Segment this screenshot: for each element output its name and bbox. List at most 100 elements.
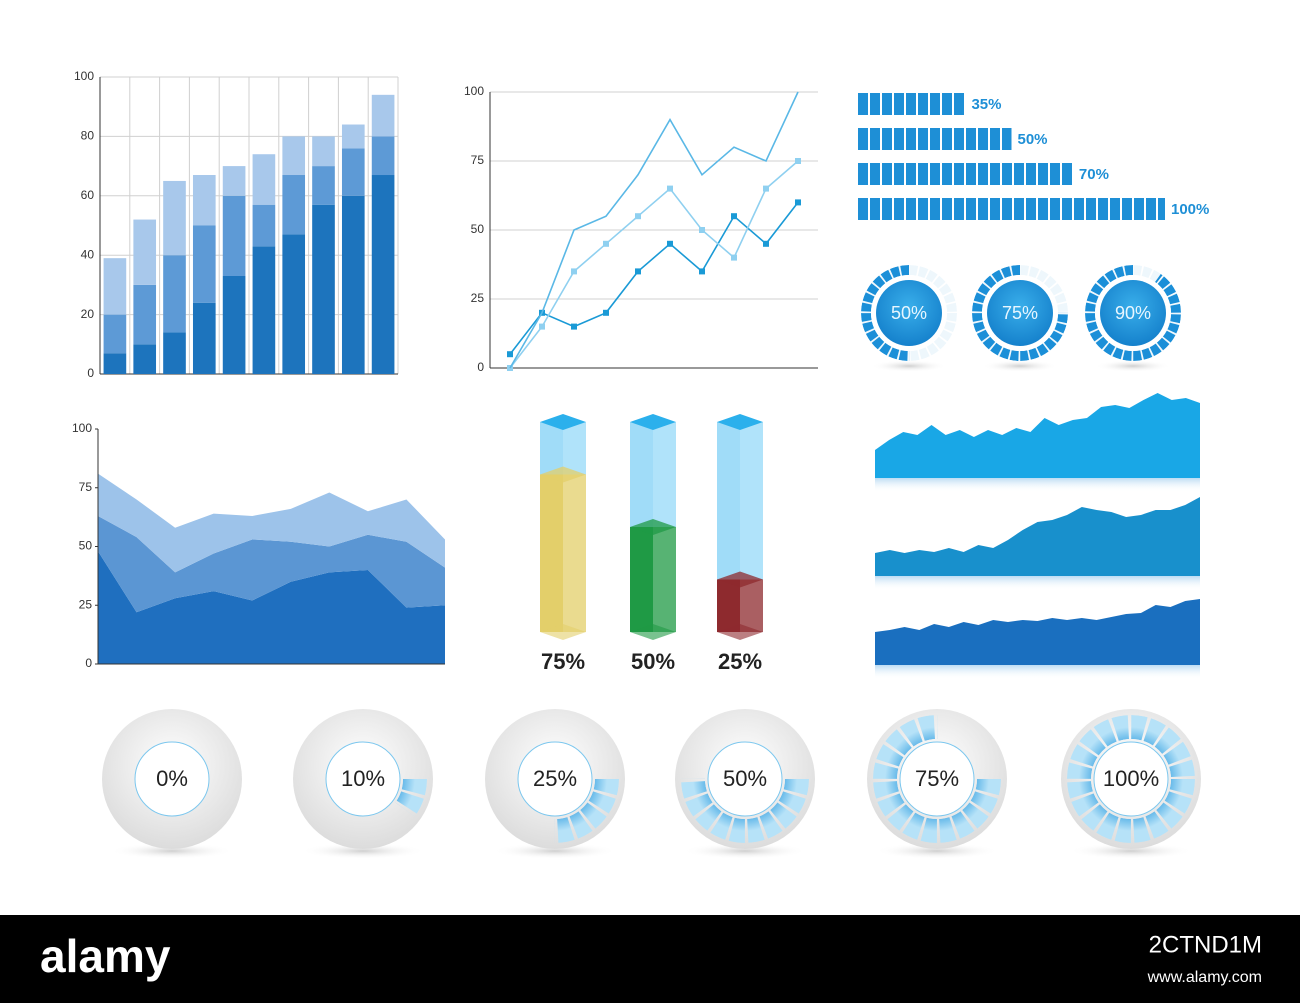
bar-segment (312, 166, 335, 205)
gauge: 90% (1085, 265, 1181, 372)
bar-segment (312, 204, 335, 374)
tube-fill-side (563, 474, 586, 632)
bar-segment (192, 175, 216, 226)
progress-bar (858, 128, 1012, 150)
gauge-shadow (982, 360, 1058, 372)
footer-band (0, 915, 1300, 1003)
gauge-label: 25% (533, 766, 577, 791)
bar-segment (163, 255, 186, 333)
line-marker (731, 254, 737, 261)
bar-segment (222, 166, 246, 196)
gauge-center (325, 741, 401, 817)
tube-bottom (717, 624, 763, 640)
y-tick-label: 75 (471, 153, 485, 167)
line-marker (763, 185, 769, 192)
gauge-label: 50% (891, 303, 927, 323)
gauge-shadow (110, 843, 234, 859)
url: www.alamy.com (1147, 969, 1262, 986)
line-series (509, 201, 799, 355)
gauge: 0% (102, 709, 242, 859)
gauge: 50% (861, 265, 957, 372)
line-marker (795, 158, 801, 164)
y-tick-label: 50 (79, 539, 93, 553)
y-tick-label: 60 (81, 188, 95, 202)
area (875, 497, 1200, 576)
bar-segment (341, 124, 365, 149)
line-marker (667, 185, 673, 192)
gauge-center (517, 741, 593, 817)
y-tick-label: 100 (72, 421, 92, 435)
gauge-label: 100% (1103, 766, 1159, 791)
gauge: 25% (485, 709, 625, 859)
y-tick-label: 25 (471, 291, 485, 305)
bar-segment (341, 148, 365, 196)
line-marker (635, 213, 641, 220)
gauge-shadow (1069, 843, 1193, 859)
gauge-center (1093, 741, 1169, 817)
bar-segment (252, 204, 276, 247)
line-marker (539, 323, 545, 330)
bar-segment (133, 284, 157, 345)
line-marker (795, 199, 801, 206)
y-tick-label: 20 (81, 307, 95, 321)
progress-label: 100% (1171, 201, 1209, 218)
bar-segment (103, 314, 127, 354)
gauge-value (861, 265, 957, 361)
gauge-value (972, 265, 1068, 361)
image-id: 2CTND1M (1149, 931, 1262, 958)
bar-segment (163, 180, 186, 256)
gauge-shadow (301, 843, 425, 859)
bar-segment (133, 344, 157, 374)
line-marker (699, 268, 705, 275)
tube-fill-top (540, 466, 586, 483)
area-reflection (875, 576, 1200, 590)
bar-segment (222, 275, 246, 374)
gauge-value (299, 715, 427, 843)
area-reflection (875, 665, 1200, 679)
gauge-shadow (1095, 360, 1171, 372)
gauge-center (707, 741, 783, 817)
gauge-shadow (875, 843, 999, 859)
tube-cap (717, 414, 763, 430)
gauge: 10% (293, 709, 433, 859)
gauge: 100% (1061, 709, 1201, 859)
tube-label: 75% (541, 649, 585, 674)
gauge-center (1100, 280, 1166, 346)
y-tick-label: 80 (81, 129, 95, 143)
line-marker (763, 240, 769, 247)
bar-segment (163, 332, 186, 374)
tube-fill (540, 474, 586, 632)
progress-label: 50% (1018, 131, 1048, 148)
progress-label: 70% (1079, 166, 1109, 183)
brand: alamy (40, 930, 171, 982)
line-marker (731, 213, 737, 220)
bar-segment (103, 258, 127, 315)
area (875, 393, 1200, 478)
tube-bottom (630, 624, 676, 640)
bar-segment (252, 154, 276, 205)
gauge-value (1085, 265, 1181, 361)
progress-bar (858, 198, 1165, 220)
y-tick-label: 25 (79, 597, 93, 611)
bar-segment (371, 175, 395, 374)
y-tick-label: 40 (81, 247, 95, 261)
line-series (509, 160, 799, 369)
y-tick-label: 100 (74, 69, 94, 83)
y-tick-label: 0 (477, 360, 484, 374)
area-reflection (875, 478, 1200, 492)
line-marker (667, 240, 673, 247)
y-tick-label: 100 (464, 84, 484, 98)
tube-cap (540, 414, 586, 430)
bar-segment (192, 225, 216, 303)
tube-fill-side (740, 579, 763, 632)
area-layer (98, 551, 445, 664)
gauge-label: 75% (1002, 303, 1038, 323)
y-tick-label: 0 (85, 656, 92, 670)
bar-segment (192, 302, 216, 374)
y-tick-label: 50 (471, 222, 485, 236)
tube-fill-side (653, 527, 676, 632)
line-marker (699, 227, 705, 233)
gauge: 50% (675, 709, 815, 859)
